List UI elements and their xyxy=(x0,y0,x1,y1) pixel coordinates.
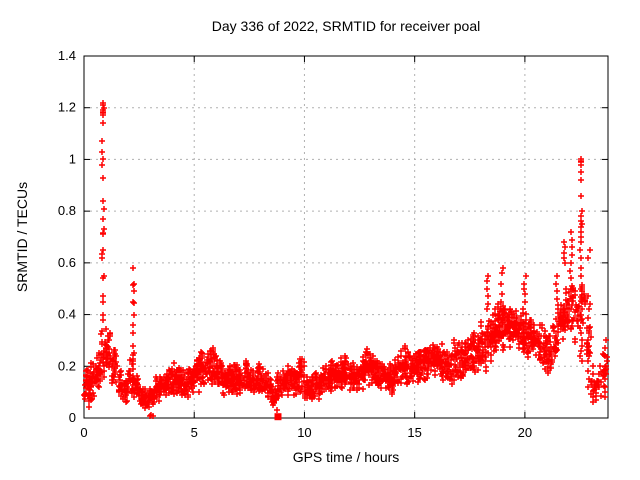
x-tick-label: 20 xyxy=(518,425,532,440)
x-tick-label: 10 xyxy=(297,425,311,440)
y-axis-label: SRMTID / TECUs xyxy=(14,182,30,292)
x-axis-label: GPS time / hours xyxy=(293,449,400,465)
y-tick-label: 1.4 xyxy=(58,48,76,63)
x-tick-label: 0 xyxy=(80,425,87,440)
y-tick-label: 0.8 xyxy=(58,203,76,218)
y-tick-label: 0.4 xyxy=(58,307,76,322)
scatter-plus-markers xyxy=(81,100,610,419)
y-tick-label: 0.6 xyxy=(58,255,76,270)
x-tick-label: 15 xyxy=(407,425,421,440)
tick-labels: 0 5 10 15 20 0 0.2 0.4 0.6 0.8 1 1.2 1.4 xyxy=(58,48,532,440)
square-marker xyxy=(274,413,282,421)
y-tick-label: 1 xyxy=(69,151,76,166)
x-tick-label: 5 xyxy=(191,425,198,440)
y-tick-label: 0 xyxy=(69,410,76,425)
chart-title: Day 336 of 2022, SRMTID for receiver poa… xyxy=(212,18,480,34)
y-tick-label: 0.2 xyxy=(58,358,76,373)
plot-border xyxy=(83,55,609,419)
grid-lines xyxy=(84,56,608,418)
y-tick-label: 1.2 xyxy=(58,100,76,115)
data-points xyxy=(81,100,610,421)
